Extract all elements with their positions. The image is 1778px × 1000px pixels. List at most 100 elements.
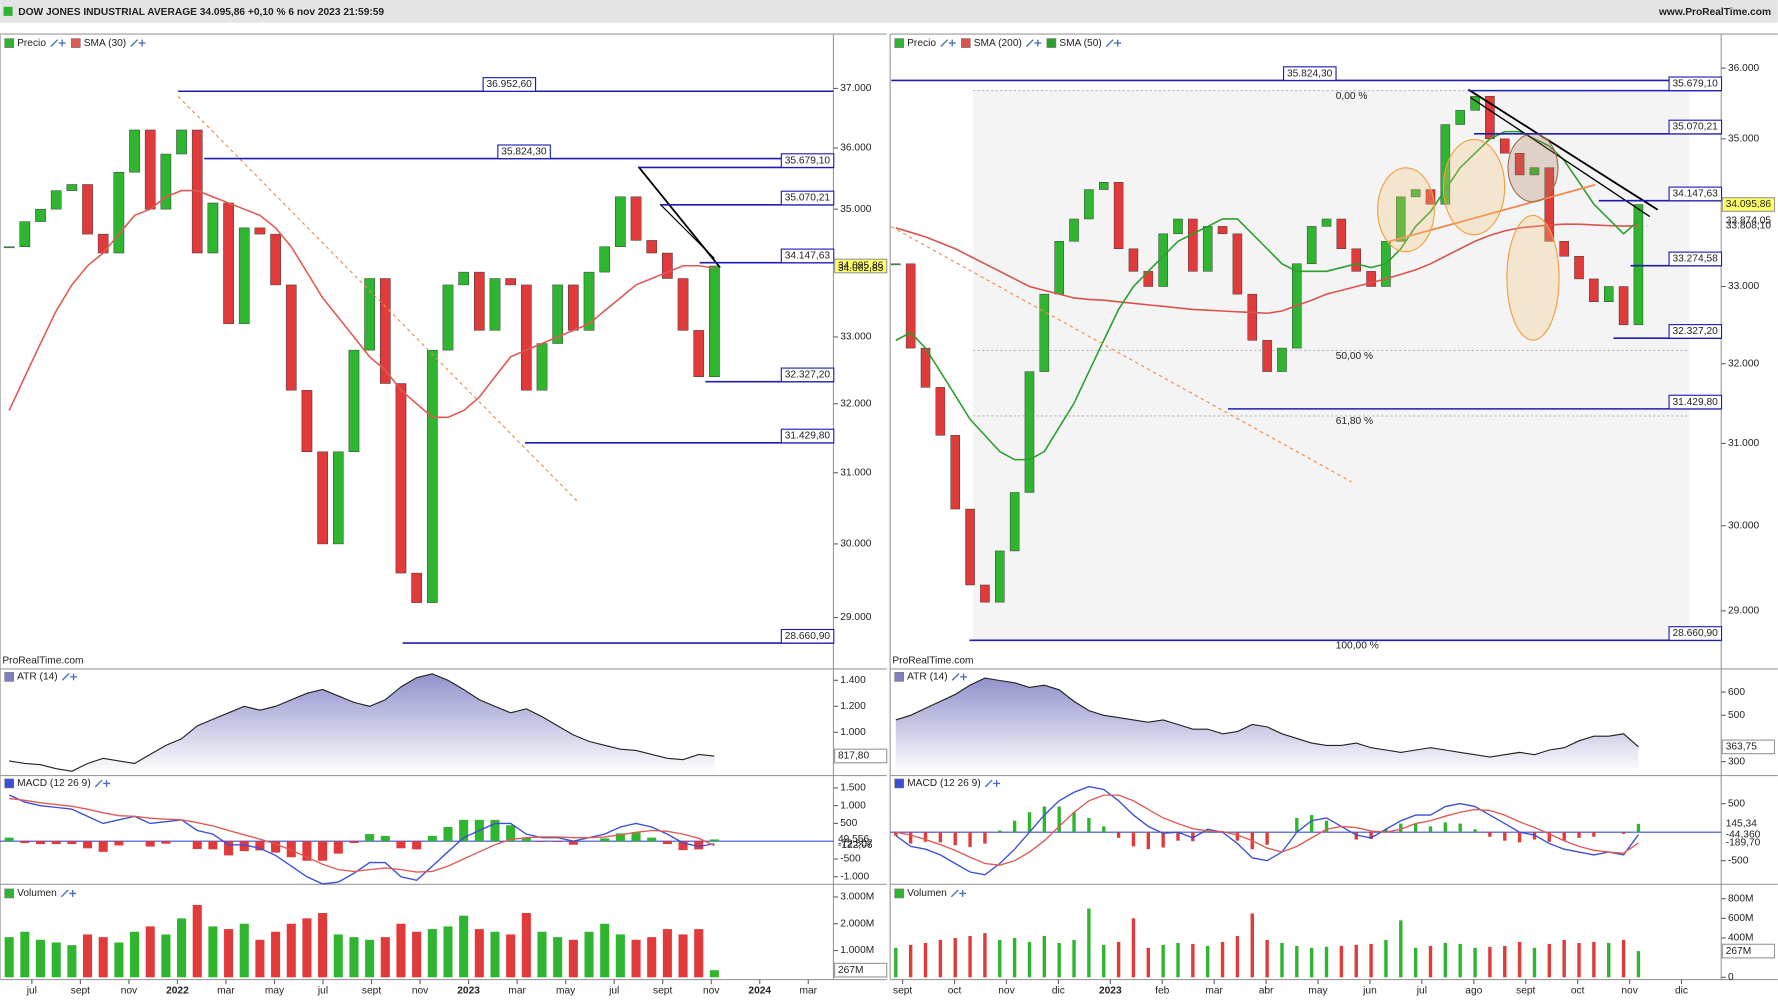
volume-bar xyxy=(271,931,281,978)
macd-histogram-bar xyxy=(35,841,46,845)
level-label-box xyxy=(1668,119,1723,135)
legend-tool xyxy=(50,39,66,47)
candle xyxy=(238,227,250,325)
macd-signal-line xyxy=(895,794,1639,866)
candle xyxy=(1633,204,1644,326)
candle xyxy=(1544,167,1555,242)
macd-histogram-bar xyxy=(4,837,14,842)
level-label: 32.327,20 xyxy=(1672,326,1718,337)
volume-bar xyxy=(537,931,547,978)
candle xyxy=(1024,371,1035,493)
volume-bar xyxy=(1057,942,1061,978)
volume-bar xyxy=(709,970,719,978)
macd-histogram-bar xyxy=(302,841,312,861)
legend-label: Volumen xyxy=(907,888,947,899)
macd-histogram-bar xyxy=(365,834,375,842)
y-tick-label: 32.000 xyxy=(1728,358,1759,369)
legend-tool xyxy=(950,889,967,898)
x-tick-label: dic xyxy=(1052,986,1065,997)
macd-histogram-bar xyxy=(1443,822,1448,833)
macd-histogram-bar xyxy=(1116,832,1121,838)
macd-histogram-bar xyxy=(553,841,563,842)
axis-tag-box xyxy=(1721,197,1776,212)
macd-histogram-bar xyxy=(1191,832,1195,842)
y-tick-label: 31.000 xyxy=(1728,438,1759,449)
legend-swatch xyxy=(894,38,905,48)
axis-tag-box xyxy=(834,258,888,274)
volume-bar xyxy=(1012,938,1017,978)
axis-tag-box xyxy=(1721,739,1776,755)
candle xyxy=(223,202,234,325)
macd-histogram-bar xyxy=(349,841,359,843)
macd-histogram-bar xyxy=(1532,832,1537,840)
y-tick-label: 1.500 xyxy=(840,783,866,794)
candle xyxy=(1262,340,1272,372)
candle xyxy=(332,451,344,545)
volume-bar xyxy=(615,934,625,978)
macd-histogram-bar xyxy=(1146,832,1150,850)
x-tick-label: oct xyxy=(948,986,962,997)
legend-tool xyxy=(61,672,77,681)
candle xyxy=(1410,189,1421,198)
level-label: 34.147,63 xyxy=(1672,189,1718,200)
candle xyxy=(1084,189,1094,220)
level-label: 28.660,90 xyxy=(1672,628,1718,639)
candle xyxy=(505,278,516,286)
x-tick-label: 2022 xyxy=(166,986,189,997)
macd-histogram-bar xyxy=(271,841,281,853)
y-tick-label: 30.000 xyxy=(840,539,871,550)
candle xyxy=(1217,226,1228,235)
macd-histogram-bar xyxy=(521,837,531,842)
x-tick-label: jun xyxy=(1362,986,1377,997)
volume-bar xyxy=(365,939,375,978)
candle xyxy=(1098,182,1109,190)
axis-tag: -189,70 xyxy=(1726,838,1761,849)
axis-tag: 267M xyxy=(838,965,863,976)
macd-histogram-bar xyxy=(1547,832,1552,842)
atr-area xyxy=(895,678,1639,774)
volume-bar xyxy=(459,915,469,978)
volume-bar xyxy=(35,939,46,978)
volume-bar xyxy=(1532,947,1537,978)
volume-bar xyxy=(145,926,155,978)
macd-histogram-bar xyxy=(923,832,928,842)
y-tick-label: 600 xyxy=(1728,687,1745,698)
volume-bar xyxy=(1250,913,1254,978)
volume-bar xyxy=(1042,936,1047,978)
volume-bar xyxy=(1399,920,1403,978)
volume-bar xyxy=(192,904,202,978)
legend-swatch xyxy=(894,672,905,682)
candle xyxy=(113,172,125,254)
level-label-box xyxy=(1668,76,1723,92)
candle xyxy=(1009,492,1020,552)
x-tick-label: nov xyxy=(998,986,1015,997)
legend-tool xyxy=(1105,39,1122,47)
candle xyxy=(1069,218,1079,242)
macd-histogram-bar xyxy=(1636,823,1641,833)
macd-histogram-bar xyxy=(208,841,218,850)
candle xyxy=(1366,271,1376,287)
macd-histogram-bar xyxy=(1235,832,1240,841)
candle xyxy=(458,271,469,286)
atr-line xyxy=(9,673,715,772)
level-label-box xyxy=(1668,626,1723,641)
level-label-box xyxy=(1668,251,1723,267)
volume-bar xyxy=(1517,941,1522,978)
legend-label: MACD (12 26 9) xyxy=(907,778,981,789)
volume-bar xyxy=(4,937,14,978)
volume-bar xyxy=(1176,942,1180,978)
x-tick-label: mar xyxy=(1205,986,1223,997)
macd-histogram-bar xyxy=(83,841,93,849)
macd-histogram-bar xyxy=(1027,812,1032,833)
volume-bar xyxy=(1607,942,1611,978)
x-tick-label: sept xyxy=(653,986,672,997)
candle xyxy=(995,550,1005,603)
volume-bar xyxy=(506,934,516,978)
volume-bar xyxy=(51,942,61,978)
drawing-annotation xyxy=(1442,138,1506,236)
y-tick-label: -1.000 xyxy=(840,871,869,882)
candle xyxy=(207,202,219,254)
candle xyxy=(411,572,422,603)
